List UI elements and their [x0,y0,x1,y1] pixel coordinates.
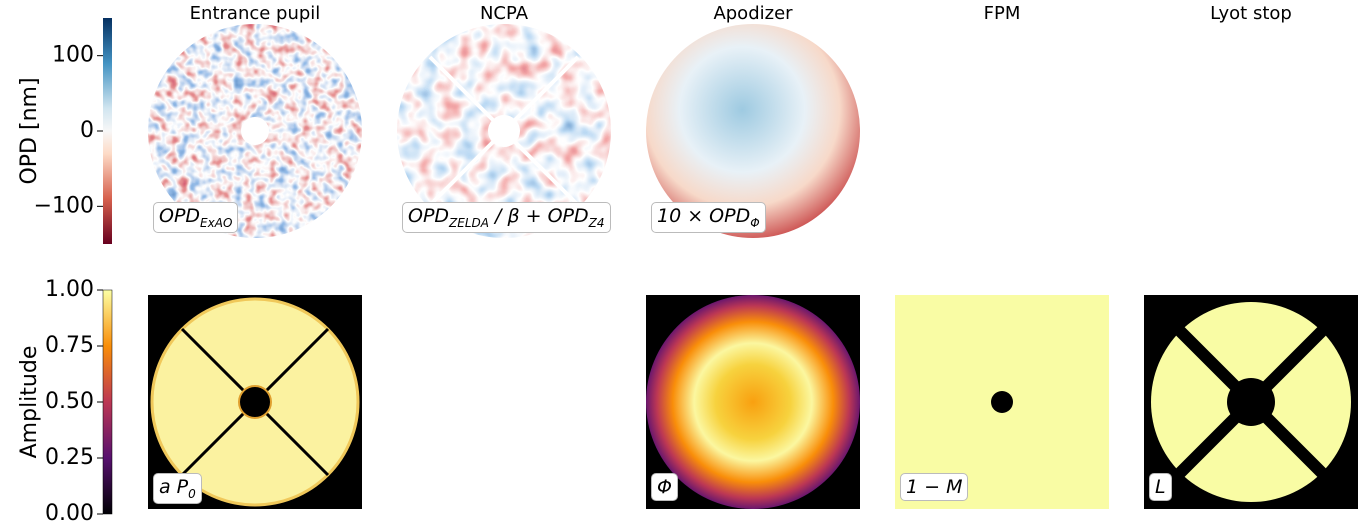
panel-label: a P0 [153,473,202,504]
label-part: / β + OPD [488,205,589,227]
colorbar-tick-label: 0.75 [45,333,94,358]
column-title: Lyot stop [1210,3,1292,24]
label-part: L [1155,476,1166,498]
panel-label: 10 × OPDΦ [651,202,766,233]
central-obscuration [238,385,272,419]
panel-label: OPDExAO [153,202,239,233]
label-part: Φ [657,476,672,498]
colorbar-tick-label: 0.50 [45,389,94,414]
panel-label: L [1149,473,1172,501]
colorbar-tick-label: 0.00 [45,501,94,526]
colorbar-tick-label: 0.25 [45,445,94,470]
label-part: ExAO [200,215,233,230]
panel-label: OPDZELDA / β + OPDZ4 [402,202,611,233]
label-part: 10 × OPD [657,205,751,227]
label-part: OPD [408,205,450,227]
fpm-spot [991,391,1013,413]
lyot-center [1227,378,1275,426]
images [148,24,1358,509]
central-obscuration [488,115,520,147]
label-part: OPD [159,205,201,227]
label-part: 1 − M [906,476,963,498]
label-part: ZELDA [449,215,489,230]
apodizer-disc [646,295,860,509]
column-title: Apodizer [713,3,793,24]
colorbar [103,18,112,244]
column-title: FPM [984,3,1021,24]
column-title: Entrance pupil [190,3,321,24]
colorbar-tick-label: 1.00 [45,277,94,302]
colorbar-label: OPD [nm] [17,77,42,184]
label-part: Φ [750,215,760,230]
colorbar [102,289,113,515]
central-obscuration [241,117,269,145]
colorbar-tick-label: 0 [80,118,94,143]
label-part: a P [159,476,189,498]
colorbar-tick-label: 100 [52,43,94,68]
colorbar-tick-label: −100 [34,193,94,218]
panel-label: 1 − M [900,473,969,501]
label-part: Z4 [588,215,605,230]
panel-label: Φ [651,473,678,501]
apodizer-opd [646,24,860,238]
column-title: NCPA [480,3,529,24]
label-part: 0 [188,486,196,501]
colorbar-label: Amplitude [17,346,42,459]
